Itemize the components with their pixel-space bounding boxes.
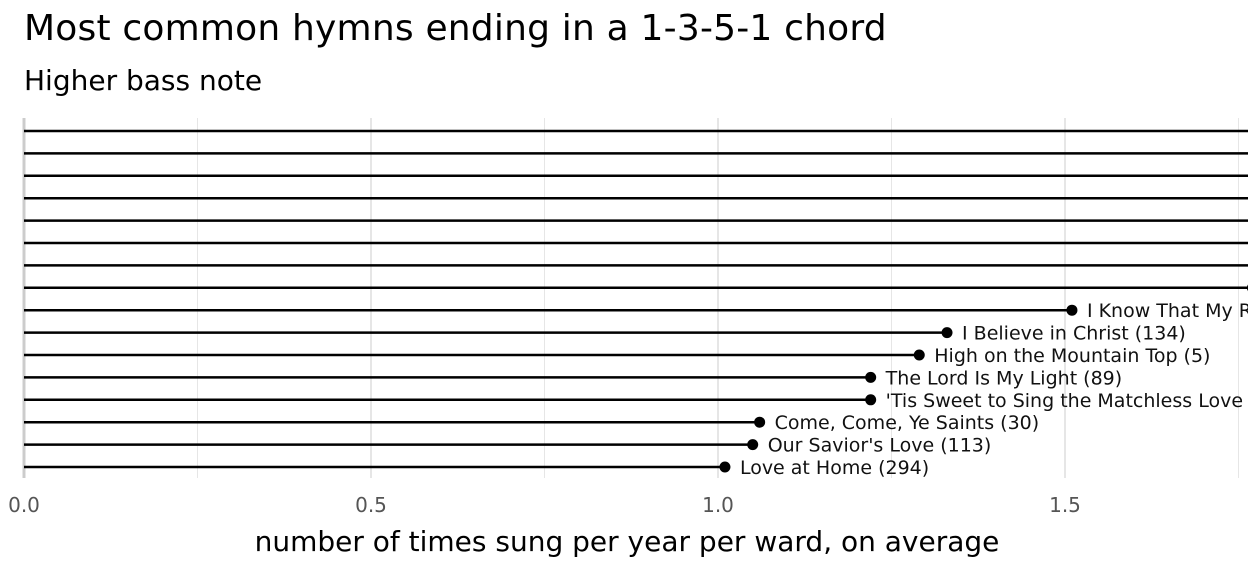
bar-label: High on the Mountain Top (5) [934, 345, 1210, 367]
bar-label: Come, Come, Ye Saints (30) [775, 412, 1040, 434]
x-axis-ticks: 0.00.51.01.52.02.53.0 [8, 493, 1081, 517]
lollipop-dot [941, 327, 953, 339]
x-axis-title: number of times sung per year per ward, … [255, 525, 1000, 558]
lollipop-dot [1066, 304, 1078, 316]
x-tick-label: 1.5 [1049, 493, 1081, 517]
grid-lines [22, 118, 1239, 478]
bar-label: Our Savior's Love (113) [768, 435, 992, 457]
lollipop-dot [913, 349, 925, 361]
bar-label: Love at Home (294) [740, 457, 929, 479]
x-tick-label: 0.0 [8, 493, 40, 517]
bar-label: I Know That My Redeemer Lives (136) [1087, 300, 1248, 322]
bar-label: I Believe in Christ (134) [962, 323, 1186, 345]
x-tick-label: 0.5 [355, 493, 387, 517]
lollipop-dot [865, 371, 877, 383]
lollipop-dot [754, 416, 766, 428]
chart-marks: In Humility, Our Savior (172)There Is a … [24, 129, 1248, 479]
lollipop-dot [865, 394, 877, 406]
x-tick-label: 1.0 [702, 493, 734, 517]
bar-label: The Lord Is My Light (89) [885, 367, 1123, 389]
bar-label: 'Tis Sweet to Sing the Matchless Love (1… [886, 390, 1248, 412]
lollipop-dot [719, 461, 731, 473]
chart-subtitle: Higher bass note [24, 64, 263, 97]
lollipop-dot [747, 439, 759, 451]
chart-title: Most common hymns ending in a 1-3-5-1 ch… [24, 8, 887, 49]
